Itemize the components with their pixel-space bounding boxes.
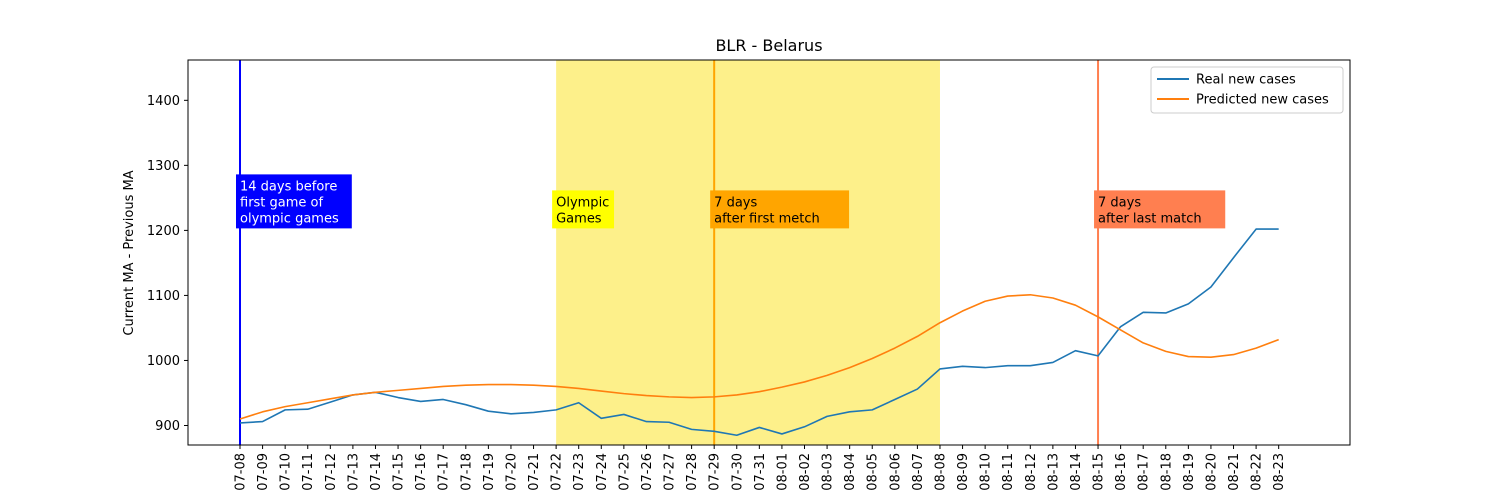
x-tick-label: 08-12 <box>1024 453 1039 491</box>
x-tick-label: 08-14 <box>1069 453 1084 491</box>
x-tick-label: 08-02 <box>798 453 813 491</box>
x-tick-label: 07-10 <box>279 453 294 491</box>
olympic-games-region <box>556 60 940 445</box>
x-tick-label: 08-11 <box>1001 453 1016 491</box>
x-tick-label: 07-27 <box>663 453 678 491</box>
x-tick-label: 08-16 <box>1114 453 1129 491</box>
annotation-text: olympic games <box>240 211 339 226</box>
annotation-background <box>552 190 615 229</box>
x-tick-label: 08-04 <box>843 453 858 491</box>
annotation-text: 7 days <box>1098 195 1141 210</box>
x-tick-label: 08-01 <box>775 453 790 491</box>
annotation-text: first game of <box>240 195 324 210</box>
x-tick-label: 08-09 <box>956 453 971 491</box>
y-tick-label: 1400 <box>147 94 180 109</box>
y-axis-label: Current MA - Previous MA <box>122 170 137 335</box>
x-tick-label: 07-26 <box>640 453 655 491</box>
x-tick-label: 08-13 <box>1046 453 1061 491</box>
x-tick-label: 08-18 <box>1159 453 1174 491</box>
y-tick-label: 900 <box>155 419 180 434</box>
x-tick-label: 07-23 <box>572 453 587 491</box>
x-tick-label: 07-17 <box>437 453 452 491</box>
annotation-text: 14 days before <box>240 179 337 194</box>
x-tick-label: 07-15 <box>392 453 407 491</box>
annotation-text: after first metch <box>714 211 820 226</box>
legend-label: Predicted new cases <box>1196 93 1329 108</box>
annotation-text: 7 days <box>714 195 757 210</box>
plot-frame <box>187 59 1351 446</box>
x-tick-label: 07-25 <box>617 453 632 491</box>
x-tick-label: 07-20 <box>504 453 519 491</box>
annotation-text: Olympic <box>556 195 609 210</box>
x-tick-label: 08-20 <box>1204 453 1219 491</box>
annotation-background <box>236 174 352 229</box>
x-tick-label: 08-07 <box>911 453 926 491</box>
x-tick-label: 08-19 <box>1182 453 1197 491</box>
x-tick-label: 08-15 <box>1092 453 1107 491</box>
x-tick-label: 08-22 <box>1250 453 1265 491</box>
y-tick-label: 1300 <box>147 159 180 174</box>
x-tick-label: 07-11 <box>301 453 316 491</box>
chart-title: BLR - Belarus <box>715 36 822 55</box>
x-tick-label: 08-23 <box>1272 453 1287 491</box>
x-tick-label: 08-06 <box>888 453 903 491</box>
x-tick-label: 07-19 <box>482 453 497 491</box>
series-line-2 <box>239 293 1279 420</box>
legend-box <box>1150 66 1344 114</box>
legend-label: Real new cases <box>1196 73 1296 88</box>
x-tick-label: 08-03 <box>821 453 836 491</box>
x-tick-label: 07-18 <box>459 453 474 491</box>
x-tick-label: 08-08 <box>933 453 948 491</box>
annotation-text: after last match <box>1098 211 1202 226</box>
x-tick-label: 07-30 <box>730 453 745 491</box>
x-tick-label: 07-08 <box>234 453 249 491</box>
x-tick-label: 07-22 <box>550 453 565 491</box>
x-tick-label: 07-31 <box>753 453 768 491</box>
x-tick-label: 08-17 <box>1137 453 1152 491</box>
y-tick-label: 1200 <box>147 224 180 239</box>
x-tick-label: 08-10 <box>979 453 994 491</box>
x-tick-label: 08-05 <box>866 453 881 491</box>
series-line-1 <box>239 228 1279 437</box>
y-tick-label: 1000 <box>147 354 180 369</box>
annotation-text: Games <box>556 211 602 226</box>
annotation-background <box>1094 190 1226 229</box>
annotation-background <box>710 190 850 229</box>
x-tick-label: 07-12 <box>324 453 339 491</box>
x-tick-label: 07-13 <box>346 453 361 491</box>
x-tick-label: 08-21 <box>1227 453 1242 491</box>
x-tick-label: 07-24 <box>595 453 610 491</box>
x-tick-label: 07-21 <box>527 453 542 491</box>
x-tick-label: 07-09 <box>256 453 271 491</box>
x-tick-label: 07-14 <box>369 453 384 491</box>
x-tick-label: 07-29 <box>708 453 723 491</box>
x-tick-label: 07-16 <box>414 453 429 491</box>
x-tick-label: 07-28 <box>685 453 700 491</box>
y-tick-label: 1100 <box>147 289 180 304</box>
